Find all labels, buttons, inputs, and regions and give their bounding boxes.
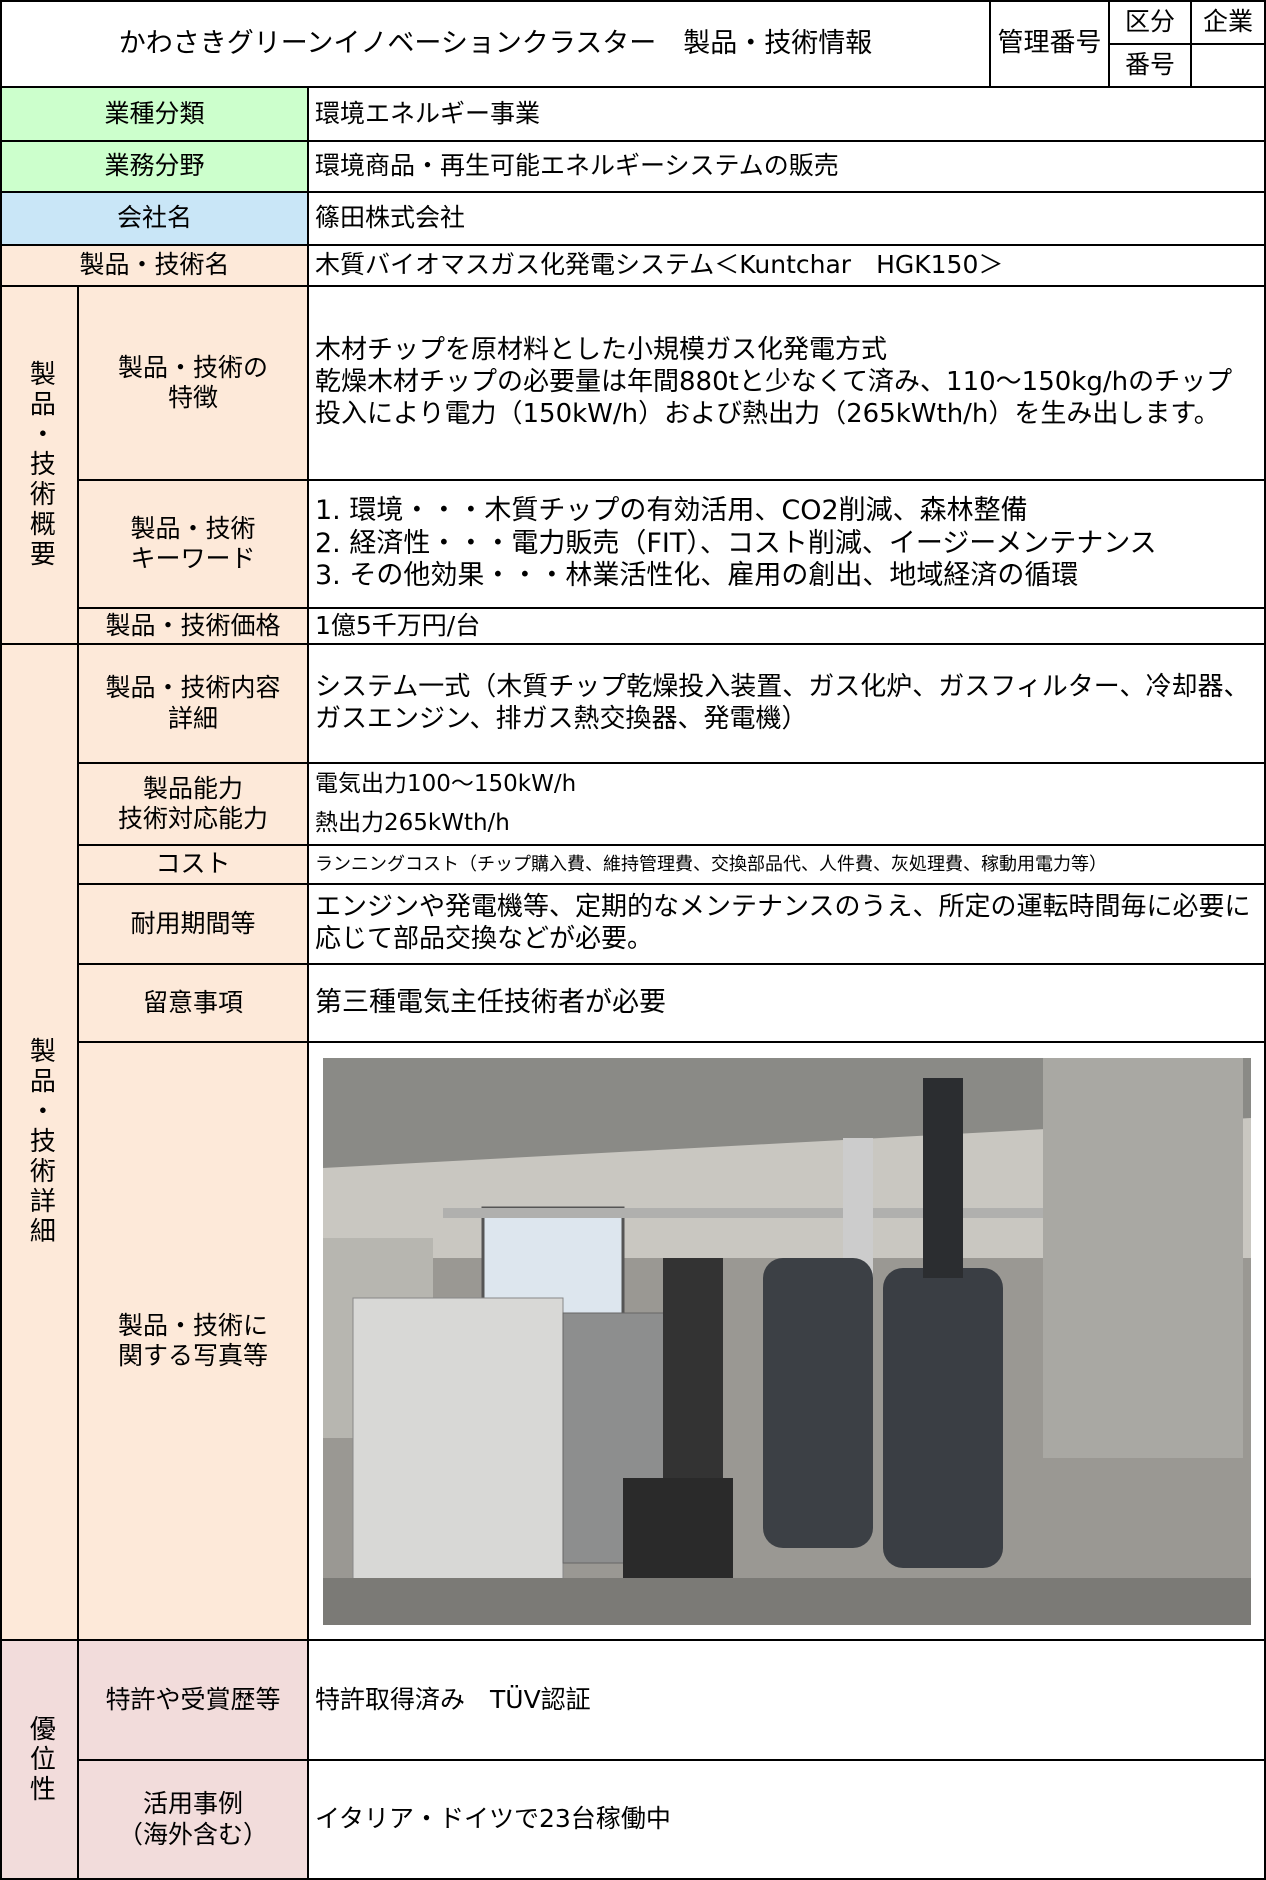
notes-value: 第三種電気主任技術者が必要	[309, 965, 1266, 1043]
category-value: 企業	[1192, 2, 1266, 45]
cost-value: ランニングコスト（チップ購入費、維持管理費、交換部品代、人件費、灰処理費、稼動用…	[309, 846, 1266, 885]
cases-value: イタリア・ドイツで23台稼働中	[309, 1761, 1266, 1880]
number-value	[1192, 45, 1266, 88]
lifespan-value: エンジンや発電機等、定期的なメンテナンスのうえ、所定の運転時間毎に必要に応じて部…	[309, 885, 1266, 965]
number-label: 番号	[1110, 45, 1192, 88]
keyword-line: 2. 経済性・・・電力販売（FIT）、コスト削減、イージーメンテナンス	[315, 527, 1157, 559]
cases-label: 活用事例 （海外含む）	[79, 1761, 309, 1880]
photo-label: 製品・技術に 関する写真等	[79, 1043, 309, 1641]
content-value: システム一式（木質チップ乾燥投入装置、ガス化炉、ガスフィルター、冷却器、ガスエン…	[309, 645, 1266, 764]
row-label: 製品・技術名	[2, 246, 309, 287]
row-value: 木質バイオマスガス化発電システム＜Kuntchar HGK150＞	[309, 246, 1266, 287]
patents-label: 特許や受賞歴等	[79, 1641, 309, 1761]
row-value: 環境エネルギー事業	[309, 88, 1266, 142]
row-value: 環境商品・再生可能エネルギーシステムの販売	[309, 142, 1266, 193]
group-label: 製品・技術概要	[2, 287, 79, 645]
keyword-line: 3. その他効果・・・林業活性化、雇用の創出、地域経済の循環	[315, 560, 1079, 592]
capability-value: 電気出力100〜150kW/h 熱出力265kWth/h	[309, 764, 1266, 846]
group-label: 優位性	[2, 1641, 79, 1880]
capability-line: 電気出力100〜150kW/h	[315, 770, 577, 797]
content-label: 製品・技術内容 詳細	[79, 645, 309, 764]
capability-label: 製品能力 技術対応能力	[79, 764, 309, 846]
photo-cell	[309, 1043, 1266, 1641]
notes-label: 留意事項	[79, 965, 309, 1043]
patents-value: 特許取得済み TÜV認証	[309, 1641, 1266, 1761]
row-label: 会社名	[2, 193, 309, 246]
capability-line: 熱出力265kWth/h	[315, 810, 510, 836]
keywords-label: 製品・技術 キーワード	[79, 481, 309, 609]
features-label: 製品・技術の 特徴	[79, 287, 309, 481]
keyword-line: 1. 環境・・・木質チップの有効活用、CO2削減、森林整備	[315, 494, 1028, 526]
keywords-value: 1. 環境・・・木質チップの有効活用、CO2削減、森林整備 2. 経済性・・・電…	[309, 481, 1266, 609]
lifespan-label: 耐用期間等	[79, 885, 309, 965]
row-label: 業種分類	[2, 88, 309, 142]
management-number-label: 管理番号	[991, 2, 1110, 88]
cost-label: コスト	[79, 846, 309, 885]
price-label: 製品・技術価格	[79, 609, 309, 645]
photo	[322, 1057, 1251, 1625]
category-label: 区分	[1110, 2, 1192, 45]
price-value: 1億5千万円/台	[309, 609, 1266, 645]
group-label: 製品・技術詳細	[2, 645, 79, 1641]
features-value: 木材チップを原材料とした小規模ガス化発電方式 乾燥木材チップの必要量は年間880…	[309, 287, 1266, 481]
row-value: 篠田株式会社	[309, 193, 1266, 246]
title: かわさきグリーンイノベーションクラスター 製品・技術情報	[2, 2, 991, 88]
row-label: 業務分野	[2, 142, 309, 193]
